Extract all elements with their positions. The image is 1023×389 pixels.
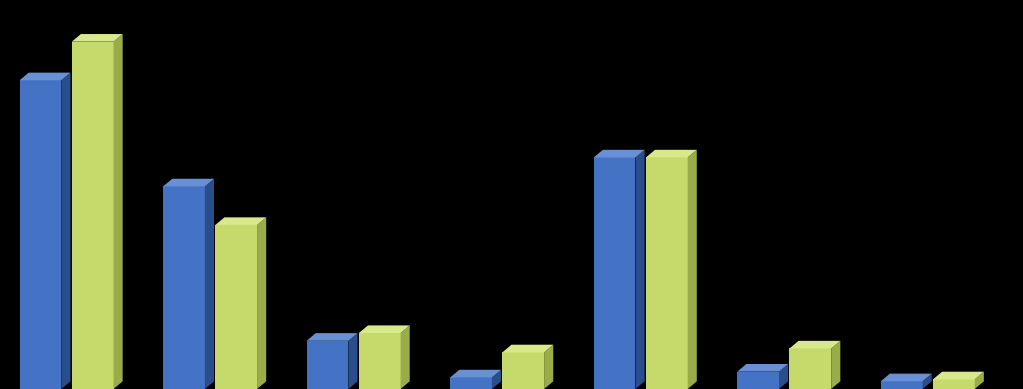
Polygon shape — [687, 150, 697, 389]
Polygon shape — [19, 73, 71, 80]
Polygon shape — [114, 34, 123, 389]
Polygon shape — [975, 372, 984, 389]
Polygon shape — [881, 374, 932, 381]
Bar — [359, 333, 401, 389]
Polygon shape — [492, 370, 501, 389]
Polygon shape — [307, 333, 357, 341]
Polygon shape — [205, 179, 214, 389]
Polygon shape — [61, 73, 71, 389]
Polygon shape — [790, 341, 840, 349]
Bar — [646, 158, 687, 389]
Bar — [502, 352, 544, 389]
Polygon shape — [933, 372, 984, 379]
Bar — [307, 341, 349, 389]
Polygon shape — [257, 217, 266, 389]
Bar — [215, 225, 257, 389]
Polygon shape — [401, 326, 410, 389]
Bar — [72, 42, 114, 389]
Polygon shape — [349, 333, 357, 389]
Bar — [790, 349, 831, 389]
Polygon shape — [502, 345, 553, 352]
Polygon shape — [831, 341, 840, 389]
Bar — [450, 377, 492, 389]
Polygon shape — [450, 370, 501, 377]
Bar — [738, 371, 779, 389]
Polygon shape — [593, 150, 644, 158]
Polygon shape — [163, 179, 214, 186]
Polygon shape — [359, 326, 410, 333]
Polygon shape — [923, 374, 932, 389]
Polygon shape — [635, 150, 644, 389]
Bar — [933, 379, 975, 389]
Polygon shape — [779, 364, 788, 389]
Bar — [593, 158, 635, 389]
Bar — [163, 186, 205, 389]
Polygon shape — [646, 150, 697, 158]
Polygon shape — [738, 364, 788, 371]
Polygon shape — [544, 345, 553, 389]
Bar — [19, 80, 61, 389]
Polygon shape — [215, 217, 266, 225]
Bar — [881, 381, 923, 389]
Polygon shape — [72, 34, 123, 42]
